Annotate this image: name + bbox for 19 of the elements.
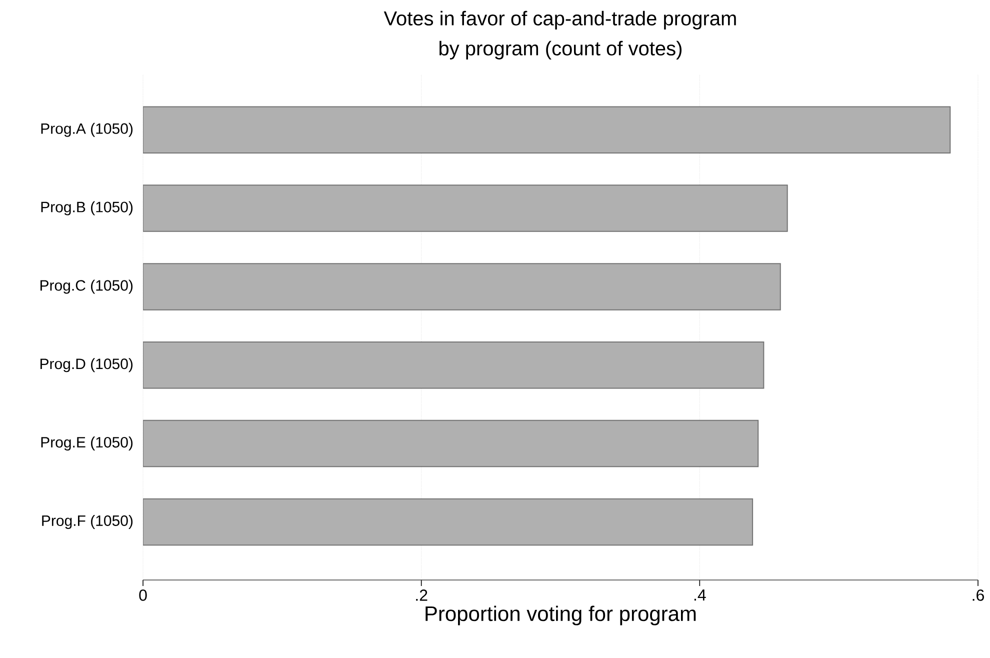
y-tick-label: Prog.A (1050) (41, 122, 133, 137)
y-tick-label: Prog.B (1050) (41, 201, 133, 216)
y-tick-label: Prog.C (1050) (40, 280, 133, 294)
bar (143, 342, 764, 389)
chart-subtitle: by program (count of votes) (440, 40, 682, 60)
x-tick-label: .4 (694, 590, 706, 601)
bar (143, 420, 759, 468)
y-tick-label: Prog.D (1050) (40, 358, 133, 372)
bar (143, 106, 951, 154)
y-tick-label: Prog.E (1050) (41, 436, 133, 451)
chart-title: Votes in favor of cap-and-trade program (384, 10, 736, 30)
y-tick-label: Prog.F (1050) (42, 514, 133, 529)
bar (143, 184, 788, 232)
x-tick-label: 0 (139, 590, 147, 601)
x-tick-label: .2 (416, 590, 428, 601)
x-tick-label: .6 (972, 590, 984, 601)
x-axis-title: Proportion voting for program (426, 606, 696, 626)
bar (143, 498, 754, 546)
bar (143, 263, 781, 310)
